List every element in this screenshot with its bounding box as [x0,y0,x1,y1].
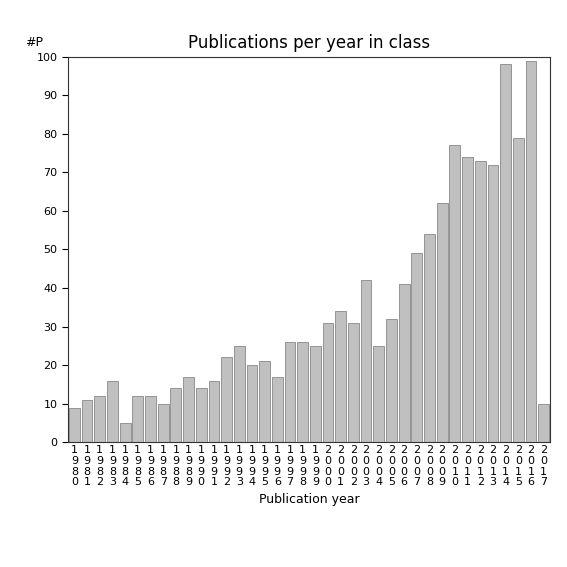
Bar [234,346,244,442]
Bar [82,400,92,442]
Bar [399,284,409,442]
Bar [94,396,105,442]
Bar [513,138,524,442]
Bar [335,311,346,442]
Bar [323,323,333,442]
Bar [209,380,219,442]
Bar [475,161,485,442]
Bar [348,323,359,442]
Bar [424,234,435,442]
Bar [120,423,130,442]
Bar [310,346,321,442]
Title: Publications per year in class: Publications per year in class [188,35,430,52]
Bar [158,404,168,442]
Bar [196,388,206,442]
Bar [221,357,232,442]
Bar [183,376,194,442]
Bar [285,342,295,442]
Bar [437,203,447,442]
Bar [107,380,118,442]
Bar [462,157,473,442]
Bar [133,396,143,442]
Bar [259,361,270,442]
Bar [538,404,549,442]
Bar [386,319,397,442]
Bar [412,253,422,442]
Bar [361,280,371,442]
Bar [488,164,498,442]
Bar [526,61,536,442]
Bar [450,145,460,442]
Bar [69,408,80,442]
Bar [145,396,156,442]
Bar [171,388,181,442]
Bar [272,376,283,442]
X-axis label: Publication year: Publication year [259,493,359,506]
Bar [500,65,511,442]
Text: #P: #P [24,36,43,49]
Bar [297,342,308,442]
Bar [374,346,384,442]
Bar [247,365,257,442]
